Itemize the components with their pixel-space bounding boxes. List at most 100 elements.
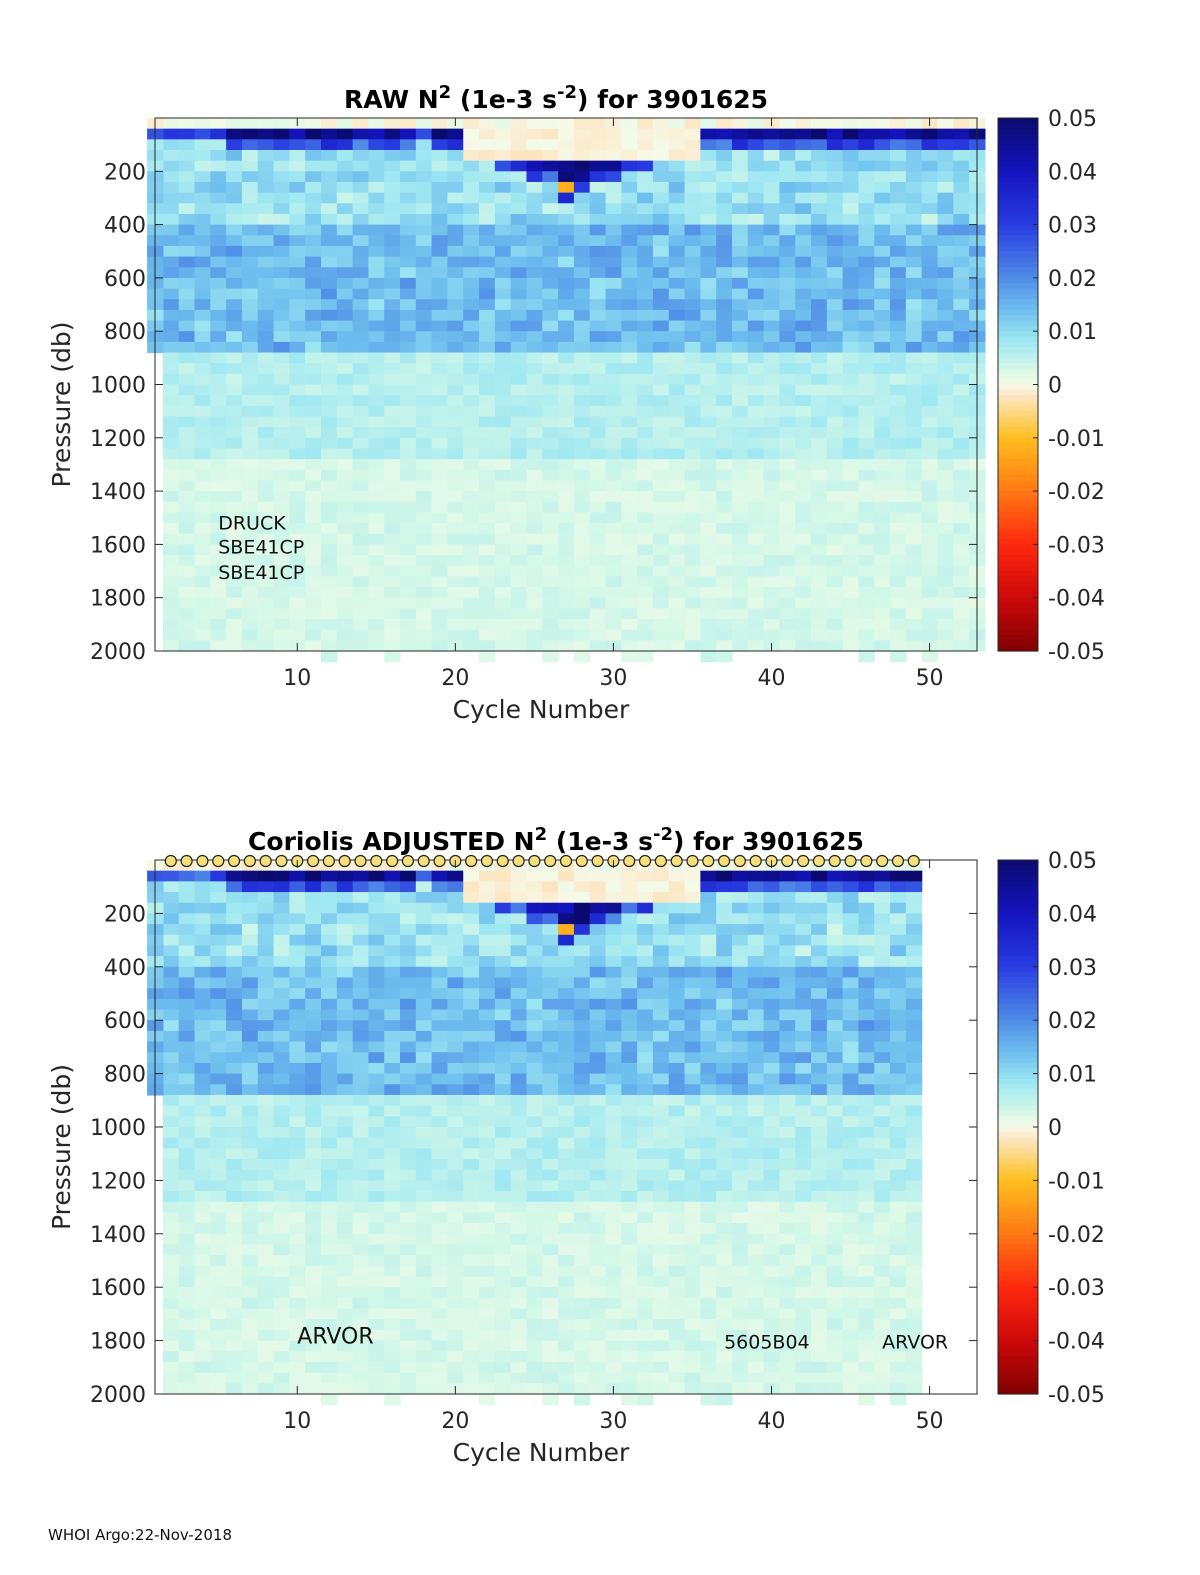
heatmap-cell [336,1340,354,1352]
heatmap-cell [257,171,275,183]
heatmap-cell [605,1073,622,1085]
heatmap-cell [447,1372,464,1384]
heatmap-cell [858,448,875,460]
heatmap-cell [368,448,385,460]
heatmap-cell [763,309,781,322]
heatmap-cell [605,924,622,936]
heatmap-cell [795,395,812,407]
heatmap-cell [479,1127,496,1139]
heatmap-cell [573,945,591,957]
heatmap-cell [795,224,812,236]
heatmap-cell [747,565,765,577]
heatmap-cell [874,224,891,236]
heatmap-cell [826,902,844,914]
heatmap-cell [368,640,385,652]
heatmap-cell [589,1329,607,1342]
heatmap-cell [826,224,844,236]
heatmap-cell [874,437,891,450]
heatmap-cell [336,448,354,460]
heatmap-cell [731,1127,749,1139]
heatmap-cell [368,352,385,364]
heatmap-cell [162,341,180,354]
heatmap-cell [289,1372,306,1384]
heatmap-cell [320,416,338,428]
heatmap-cell [320,1212,338,1224]
heatmap-cell [621,1265,638,1278]
heatmap-cell [731,341,749,354]
heatmap-cell [937,459,954,471]
heatmap-cell [826,480,844,492]
heatmap-cell [621,619,638,631]
heatmap-cell [589,1351,607,1363]
heatmap-cell [494,1383,512,1395]
heatmap-cell [811,1383,828,1395]
heatmap-cell [194,277,211,290]
heatmap-cell [700,320,717,332]
heatmap-cell [747,512,765,524]
heatmap-cell [953,501,970,514]
heatmap-cell [289,213,306,226]
heatmap-cell [178,501,196,514]
heatmap-cell [336,966,354,979]
heatmap-cell [447,1180,464,1192]
heatmap-cell [494,988,512,1000]
heatmap-cell [178,619,196,631]
heatmap-cell [510,299,528,311]
heatmap-cell [384,1255,401,1267]
heatmap-cell [573,160,591,172]
heatmap-cell [542,629,559,641]
heatmap-cell [257,1276,275,1288]
heatmap-cell [826,213,844,226]
heatmap-cell [384,1372,401,1384]
heatmap-cell [384,181,401,194]
heatmap-cell [589,640,607,652]
heatmap-cell [494,565,512,577]
heatmap-cell [700,469,717,482]
heatmap-cell [415,1383,433,1395]
heatmap-cell [194,373,211,386]
heatmap-cell [368,597,385,609]
heatmap-cell [226,469,243,482]
heatmap-cell [558,998,575,1011]
heatmap-cell [652,924,670,936]
heatmap-cell [811,1127,828,1139]
heatmap-cell [305,267,322,279]
heatmap-cell [842,913,860,925]
heatmap-cell [937,565,954,577]
heatmap-cell [447,171,464,183]
heatmap-cell [273,192,290,204]
heatmap-cell [779,118,796,130]
heatmap-cell [573,501,591,514]
heatmap-cell [305,416,322,428]
heatmap-cell [826,924,844,936]
heatmap-cell [289,267,306,279]
heatmap-cell [368,523,385,535]
heatmap-cell [763,448,781,460]
heatmap-cell [890,469,907,482]
heatmap-cell [384,1094,401,1107]
heatmap-cell [826,352,844,364]
heatmap-cell [320,1244,338,1256]
colorbar-swatch [998,368,1038,375]
heatmap-cell [352,924,370,936]
heatmap-cell [763,395,781,407]
heatmap-cell [494,267,512,279]
heatmap-cell [305,1062,322,1075]
heatmap-cell [178,203,196,215]
heatmap-cell [937,576,954,588]
heatmap-cell [479,1340,496,1352]
heatmap-cell [289,1233,306,1246]
heatmap-cell [573,1212,591,1224]
heatmap-cell [178,416,196,428]
colorbar-swatch [998,475,1038,482]
heatmap-cell [842,1052,860,1064]
heatmap-cell [305,640,322,652]
heatmap-cell [731,1191,749,1203]
heatmap-cell [257,1255,275,1267]
heatmap-cell [273,267,290,279]
heatmap-cell [226,988,243,1000]
heatmap-cell [621,1094,638,1107]
colorbar-swatch [998,123,1038,130]
heatmap-cell [589,998,607,1011]
heatmap-cell [542,1137,559,1149]
